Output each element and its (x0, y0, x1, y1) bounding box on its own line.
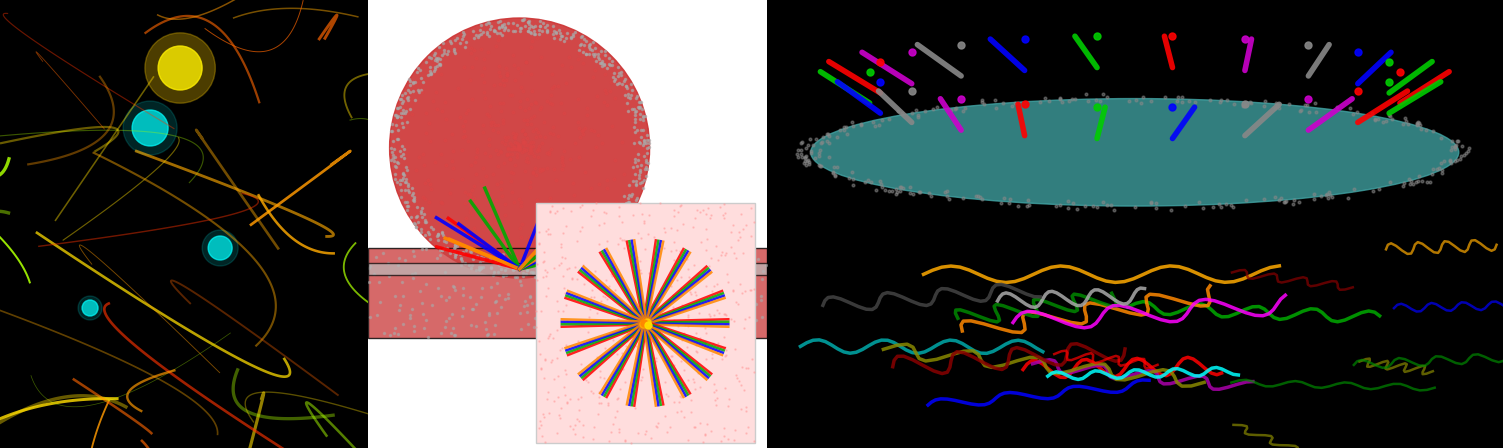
FancyBboxPatch shape (368, 0, 767, 448)
Circle shape (123, 101, 177, 155)
FancyBboxPatch shape (535, 203, 755, 443)
FancyBboxPatch shape (368, 263, 767, 275)
Circle shape (144, 33, 215, 103)
Circle shape (389, 18, 649, 278)
Circle shape (78, 296, 102, 320)
FancyBboxPatch shape (368, 248, 767, 338)
Circle shape (201, 230, 237, 266)
Circle shape (207, 236, 231, 260)
Circle shape (158, 46, 201, 90)
Ellipse shape (810, 99, 1459, 206)
Circle shape (132, 110, 168, 146)
Circle shape (83, 300, 98, 316)
